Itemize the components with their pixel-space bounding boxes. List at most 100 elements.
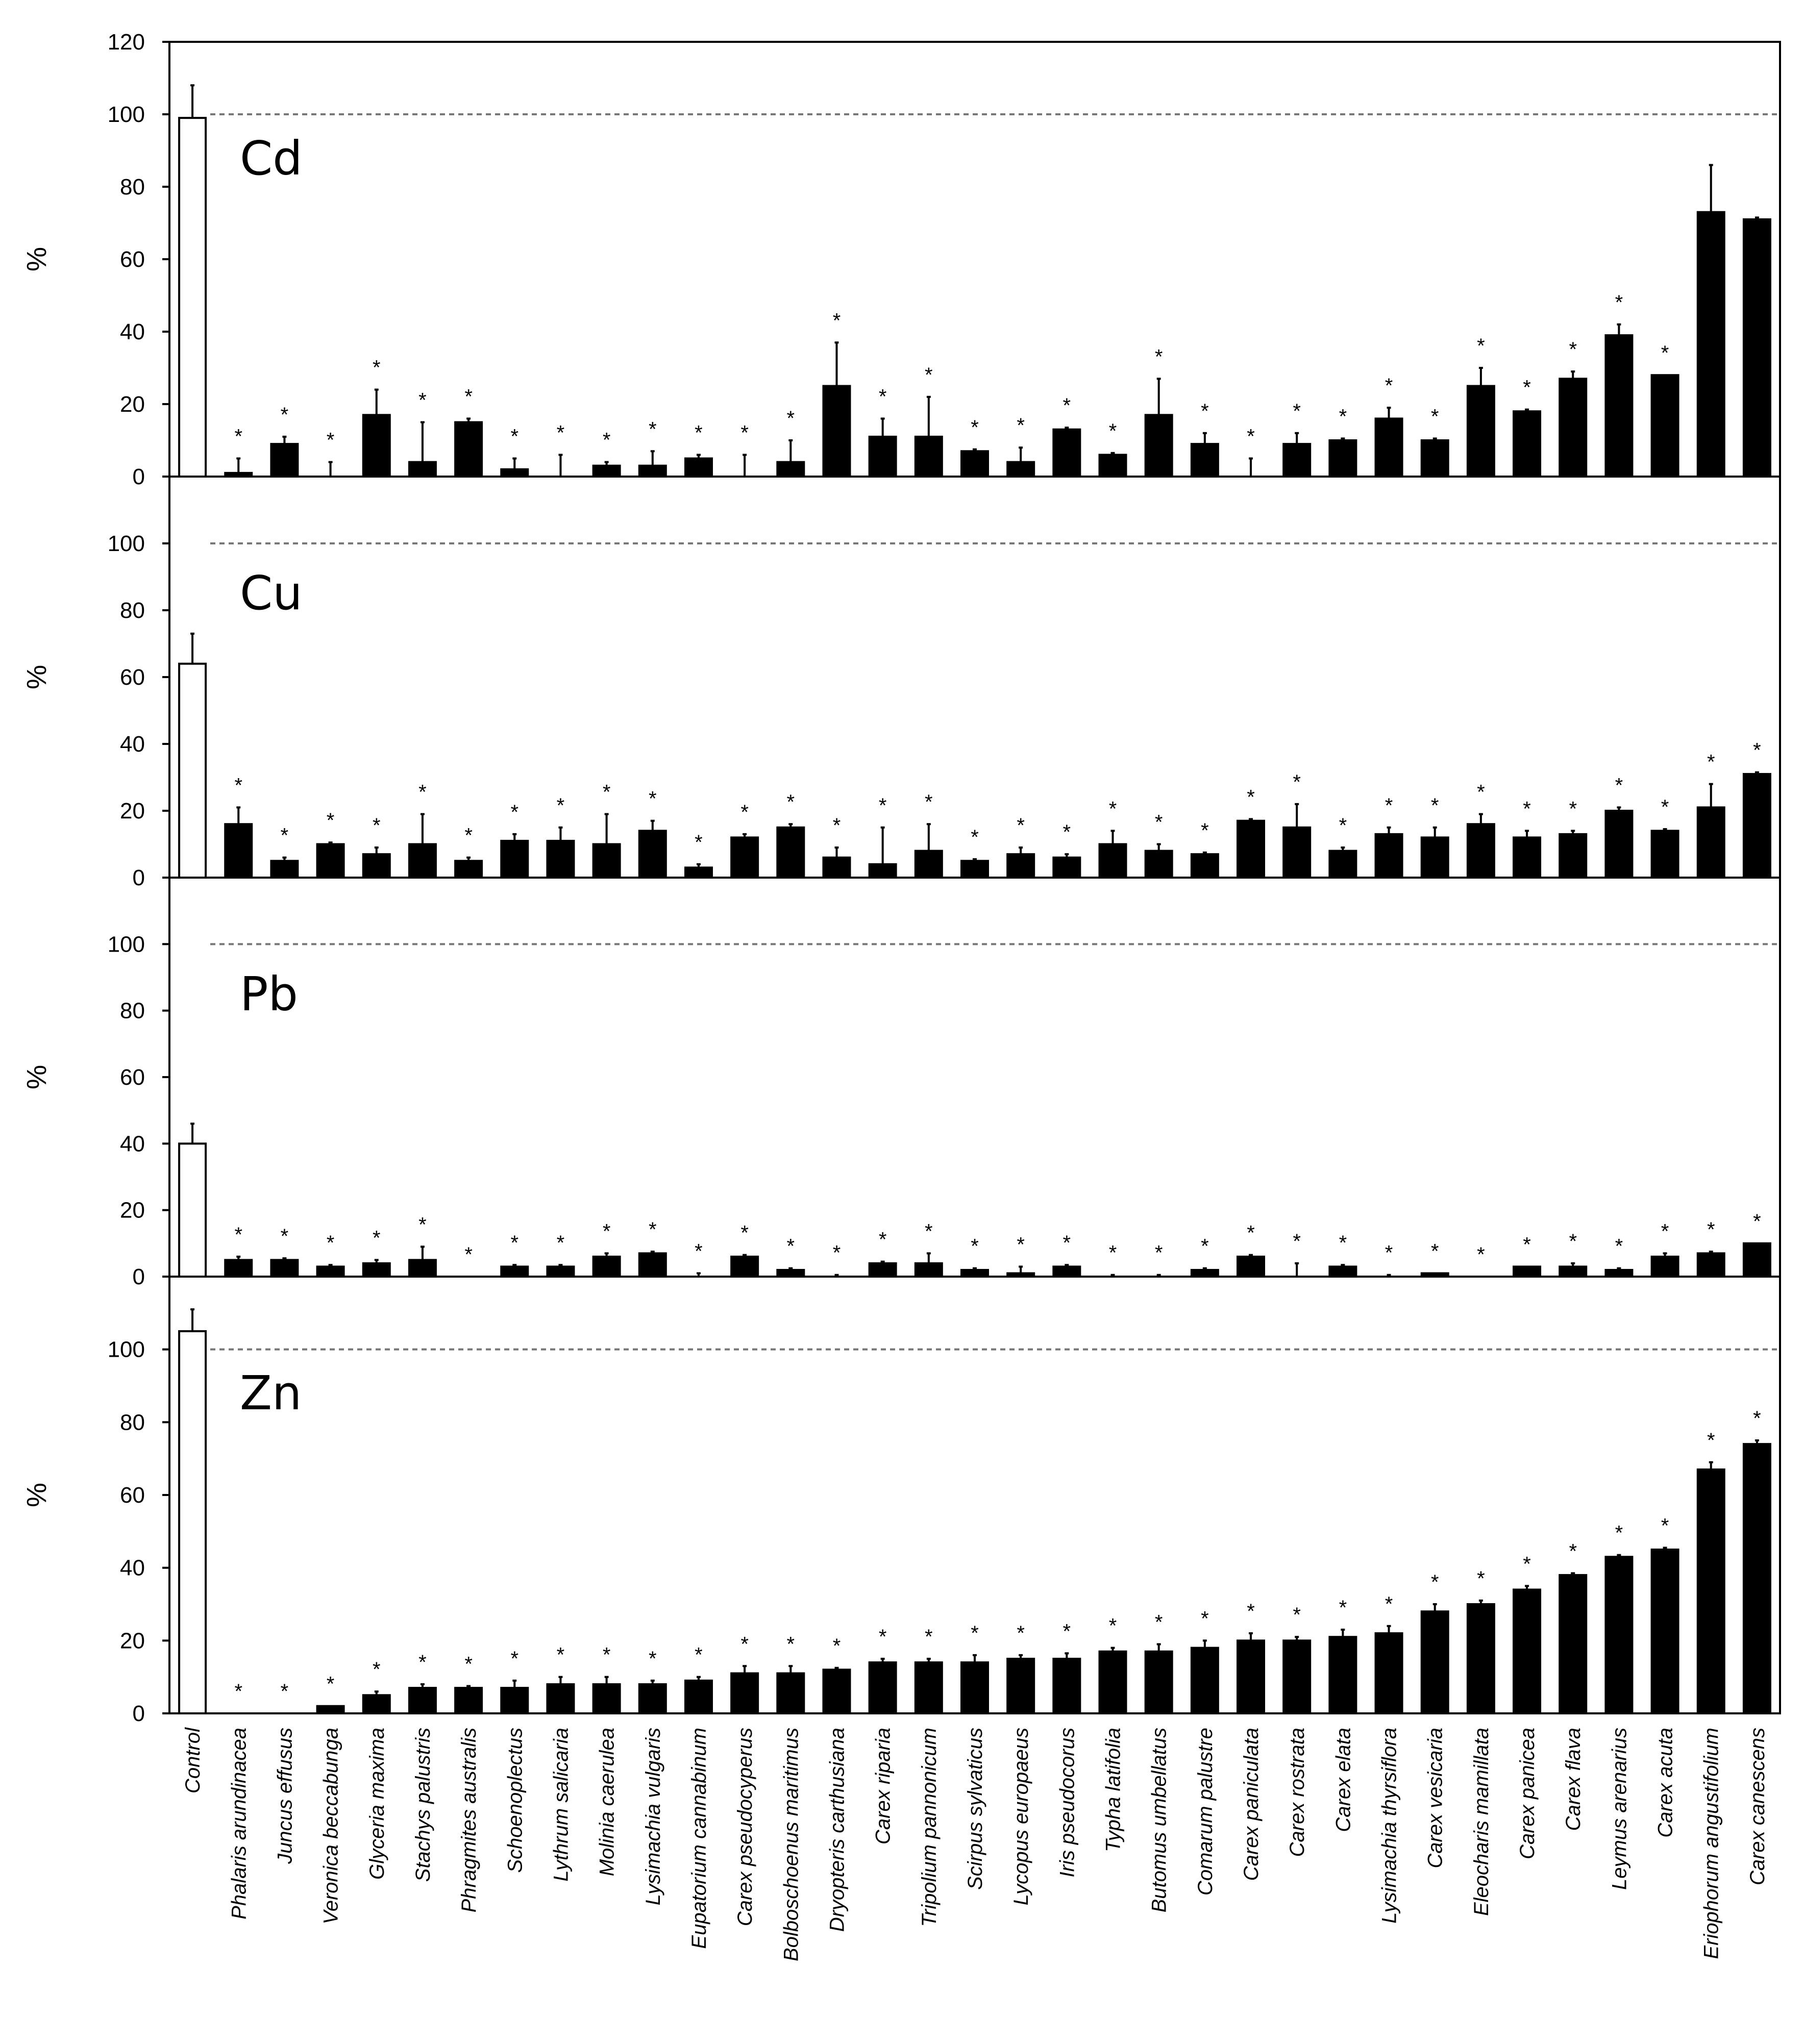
significance-marker: * bbox=[1293, 1604, 1301, 1626]
significance-marker: * bbox=[695, 1644, 703, 1666]
bar bbox=[1420, 836, 1449, 879]
significance-marker: * bbox=[740, 1222, 749, 1244]
y-tick-label: 20 bbox=[120, 392, 145, 417]
significance-marker: * bbox=[373, 1658, 381, 1681]
bar bbox=[914, 1661, 943, 1714]
significance-marker: * bbox=[787, 407, 795, 430]
x-tick-label: Carex rostrata bbox=[1286, 1728, 1308, 1857]
significance-marker: * bbox=[1431, 1571, 1439, 1593]
bar bbox=[1282, 1639, 1312, 1714]
bar bbox=[454, 421, 483, 478]
bar bbox=[1559, 1265, 1588, 1278]
significance-marker: * bbox=[787, 1235, 795, 1258]
significance-marker: * bbox=[281, 825, 289, 847]
x-tick-label: Iris pseudocorus bbox=[1056, 1728, 1078, 1877]
significance-marker: * bbox=[695, 831, 703, 854]
y-tick-label: 100 bbox=[108, 932, 145, 957]
significance-marker: * bbox=[1707, 1218, 1715, 1241]
significance-marker: * bbox=[373, 1227, 381, 1249]
significance-marker: * bbox=[971, 1235, 979, 1258]
bar bbox=[316, 1705, 345, 1715]
significance-marker: * bbox=[1247, 1222, 1255, 1244]
bar bbox=[1328, 439, 1357, 478]
x-tick-label: Dryopteris carthusiana bbox=[826, 1728, 848, 1932]
significance-marker: * bbox=[1661, 342, 1669, 364]
bar bbox=[914, 435, 943, 478]
bar bbox=[178, 662, 207, 879]
bar bbox=[1052, 428, 1081, 478]
bar bbox=[1237, 1639, 1266, 1714]
significance-marker: * bbox=[373, 814, 381, 837]
y-axis-label: % bbox=[21, 1483, 52, 1507]
bar bbox=[1604, 810, 1634, 879]
bar bbox=[638, 1683, 667, 1715]
significance-marker: * bbox=[695, 1240, 703, 1262]
x-tick-label: Juncus effusus bbox=[274, 1728, 296, 1864]
bar bbox=[1650, 1549, 1679, 1714]
significance-marker: * bbox=[373, 357, 381, 379]
significance-marker: * bbox=[1615, 774, 1623, 796]
significance-marker: * bbox=[1477, 781, 1485, 804]
significance-marker: * bbox=[327, 1673, 335, 1696]
bar bbox=[224, 823, 253, 879]
y-axis-label: % bbox=[21, 247, 52, 271]
bar bbox=[1559, 1574, 1588, 1715]
significance-marker: * bbox=[879, 385, 887, 408]
significance-marker: * bbox=[418, 389, 427, 412]
significance-marker: * bbox=[1753, 739, 1761, 762]
significance-marker: * bbox=[557, 1232, 565, 1254]
significance-marker: * bbox=[1385, 1593, 1393, 1615]
bar bbox=[316, 843, 345, 879]
significance-marker: * bbox=[1569, 1230, 1577, 1253]
x-tick-label: Carex vesicaria bbox=[1424, 1728, 1447, 1868]
bar bbox=[1328, 1265, 1357, 1278]
bar bbox=[316, 1265, 345, 1278]
bar bbox=[270, 860, 299, 879]
panel-frame bbox=[168, 877, 1781, 1278]
significance-marker: * bbox=[1201, 1235, 1209, 1258]
significance-marker: * bbox=[879, 1229, 887, 1251]
significance-marker: * bbox=[1017, 414, 1025, 437]
x-tick-label: Typha latifolia bbox=[1102, 1728, 1125, 1852]
bar bbox=[1696, 806, 1725, 879]
significance-marker: * bbox=[1569, 797, 1577, 820]
significance-marker: * bbox=[1247, 426, 1255, 448]
bar bbox=[500, 839, 529, 879]
significance-marker: * bbox=[464, 825, 473, 847]
bar bbox=[1098, 454, 1127, 478]
x-tick-label: Lysimachia vulgaris bbox=[642, 1728, 664, 1905]
bar bbox=[684, 866, 713, 879]
significance-marker: * bbox=[1523, 1233, 1531, 1256]
significance-marker: * bbox=[1431, 794, 1439, 817]
x-tick-label: Stachys palustris bbox=[412, 1728, 434, 1882]
significance-marker: * bbox=[464, 1243, 473, 1266]
significance-marker: * bbox=[603, 429, 611, 452]
bar bbox=[1742, 1242, 1771, 1278]
significance-marker: * bbox=[1569, 1540, 1577, 1562]
significance-marker: * bbox=[1017, 1622, 1025, 1644]
bar bbox=[1237, 1255, 1266, 1278]
bar bbox=[776, 826, 805, 879]
bar bbox=[362, 1694, 391, 1714]
x-tick-label: Leymus arenarius bbox=[1608, 1728, 1630, 1890]
bar bbox=[1696, 1252, 1725, 1278]
significance-marker: * bbox=[787, 1633, 795, 1655]
x-tick-label: Comarum palustre bbox=[1194, 1728, 1217, 1896]
bar bbox=[1374, 833, 1403, 879]
significance-marker: * bbox=[234, 426, 242, 448]
bar bbox=[224, 1259, 253, 1278]
bar bbox=[1650, 374, 1679, 478]
bar bbox=[960, 860, 989, 879]
bar bbox=[1466, 1603, 1495, 1714]
significance-marker: * bbox=[1523, 797, 1531, 820]
x-tick-label: Carex canescens bbox=[1746, 1728, 1769, 1885]
significance-marker: * bbox=[603, 1644, 611, 1666]
bar bbox=[362, 853, 391, 879]
significance-marker: * bbox=[557, 421, 565, 444]
significance-marker: * bbox=[833, 309, 841, 332]
bar bbox=[1696, 1468, 1725, 1714]
bar bbox=[868, 863, 897, 879]
bar bbox=[546, 839, 575, 879]
bar bbox=[408, 1259, 437, 1278]
